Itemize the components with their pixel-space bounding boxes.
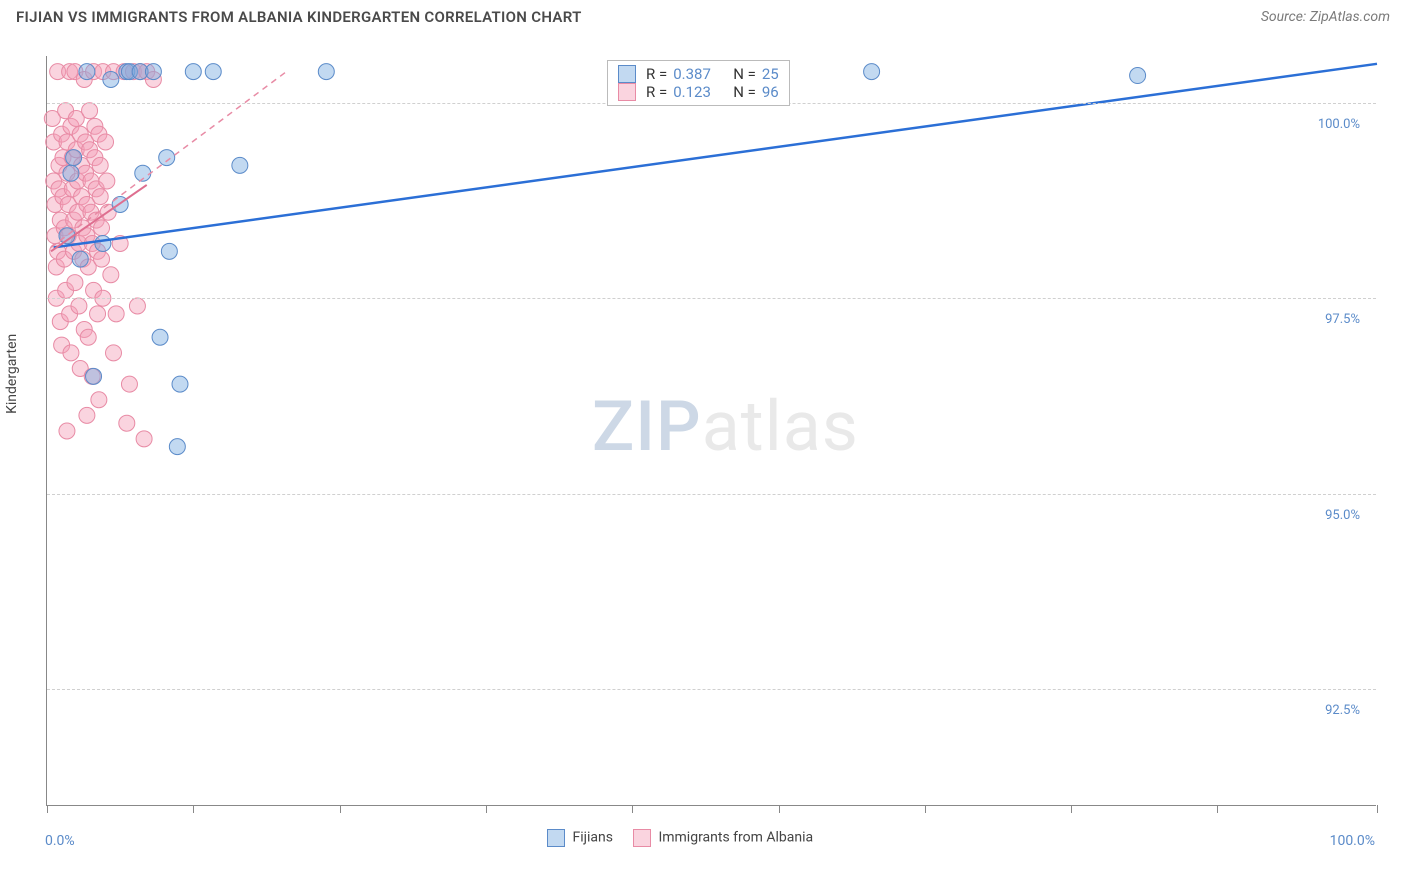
- correlation-legend: R = 0.387 N = 25 R = 0.123 N = 96: [607, 60, 790, 106]
- data-point: [159, 150, 175, 166]
- gridline-h: [47, 298, 1376, 299]
- data-point: [185, 64, 201, 80]
- legend-swatch: [547, 829, 565, 847]
- data-point: [136, 431, 152, 447]
- data-point: [98, 134, 114, 150]
- x-tick: [925, 805, 926, 813]
- data-point: [103, 267, 119, 283]
- legend-row: R = 0.387 N = 25: [618, 65, 779, 83]
- data-point: [82, 103, 98, 119]
- legend-item: Fijians: [547, 829, 613, 847]
- r-label: R =: [646, 65, 667, 83]
- scatter-svg: [47, 56, 1376, 805]
- data-point: [95, 236, 111, 252]
- data-point: [79, 64, 95, 80]
- y-axis-title: Kindergarten: [4, 334, 20, 414]
- r-label: R =: [646, 83, 667, 101]
- n-label: N =: [733, 83, 756, 101]
- x-tick: [47, 805, 48, 813]
- legend-swatch: [618, 65, 636, 83]
- x-tick: [779, 805, 780, 813]
- data-point: [106, 345, 122, 361]
- data-point: [119, 415, 135, 431]
- data-point: [92, 157, 108, 173]
- data-point: [79, 407, 95, 423]
- data-point: [103, 71, 119, 87]
- data-point: [59, 423, 75, 439]
- x-tick: [1217, 805, 1218, 813]
- x-tick-label: 0.0%: [45, 833, 75, 849]
- data-point: [864, 64, 880, 80]
- r-value: 0.123: [673, 83, 727, 101]
- gridline-h: [47, 494, 1376, 495]
- legend-item: Immigrants from Albania: [633, 829, 813, 847]
- data-point: [63, 165, 79, 181]
- x-tick: [193, 805, 194, 813]
- data-point: [318, 64, 334, 80]
- data-point: [91, 392, 107, 408]
- data-point: [145, 64, 161, 80]
- x-tick: [486, 805, 487, 813]
- legend-row: R = 0.123 N = 96: [618, 83, 779, 101]
- legend-label: Fijians: [572, 830, 612, 846]
- data-point: [172, 376, 188, 392]
- data-point: [94, 220, 110, 236]
- data-point: [92, 189, 108, 205]
- data-point: [72, 251, 88, 267]
- data-point: [71, 298, 87, 314]
- data-point: [66, 150, 82, 166]
- gridline-h: [47, 689, 1376, 690]
- data-point: [94, 251, 110, 267]
- x-tick: [632, 805, 633, 813]
- chart-title: FIJIAN VS IMMIGRANTS FROM ALBANIA KINDER…: [16, 8, 582, 26]
- data-point: [108, 306, 124, 322]
- x-tick: [340, 805, 341, 813]
- x-tick-label: 100.0%: [1330, 833, 1375, 849]
- y-tick-label: 95.0%: [1325, 508, 1360, 523]
- data-point: [152, 329, 168, 345]
- source-label: Source: ZipAtlas.com: [1261, 9, 1390, 25]
- data-point: [80, 329, 96, 345]
- x-tick: [1071, 805, 1072, 813]
- header: FIJIAN VS IMMIGRANTS FROM ALBANIA KINDER…: [0, 0, 1406, 30]
- data-point: [67, 275, 83, 291]
- data-point: [90, 306, 106, 322]
- data-point: [63, 345, 79, 361]
- n-value: 96: [762, 83, 779, 101]
- data-point: [232, 157, 248, 173]
- n-value: 25: [762, 65, 779, 83]
- data-point: [169, 439, 185, 455]
- data-point: [129, 298, 145, 314]
- n-label: N =: [733, 65, 756, 83]
- legend-swatch: [633, 829, 651, 847]
- series-legend: Fijians Immigrants from Albania: [547, 829, 813, 847]
- y-tick-label: 92.5%: [1325, 703, 1360, 718]
- data-point: [161, 243, 177, 259]
- data-point: [1130, 68, 1146, 84]
- data-point: [121, 376, 137, 392]
- legend-label: Immigrants from Albania: [658, 830, 813, 846]
- r-value: 0.387: [673, 65, 727, 83]
- chart-plot-area: 92.5%95.0%97.5%100.0%0.0%100.0%ZIPatlasR…: [46, 56, 1376, 806]
- x-tick: [1377, 805, 1378, 813]
- data-point: [205, 64, 221, 80]
- legend-swatch: [618, 83, 636, 101]
- data-point: [99, 173, 115, 189]
- y-tick-label: 97.5%: [1325, 312, 1360, 327]
- y-tick-label: 100.0%: [1318, 117, 1360, 132]
- data-point: [86, 368, 102, 384]
